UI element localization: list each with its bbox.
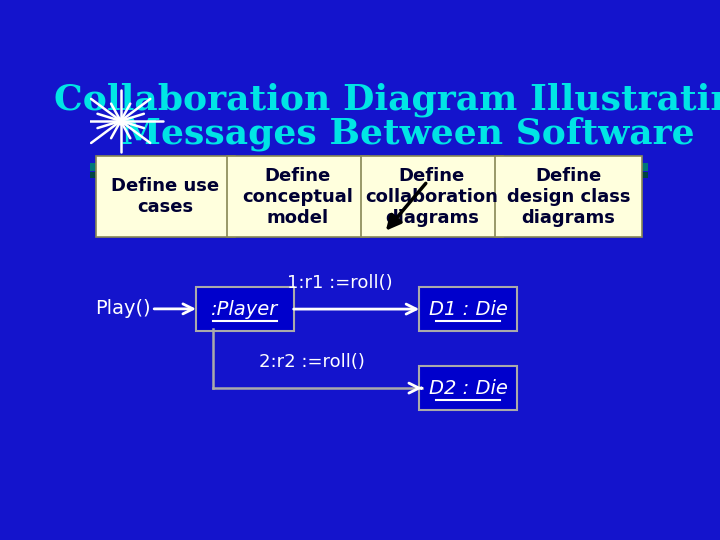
Text: Collaboration Diagram Illustrating: Collaboration Diagram Illustrating	[54, 83, 720, 117]
Text: Messages Between Software: Messages Between Software	[121, 116, 695, 151]
Text: Define use
cases: Define use cases	[112, 178, 220, 216]
FancyBboxPatch shape	[96, 156, 235, 238]
Text: Define
design class
diagrams: Define design class diagrams	[507, 167, 630, 227]
Bar	[90, 172, 648, 178]
Bar	[90, 163, 648, 171]
FancyBboxPatch shape	[196, 287, 294, 331]
Text: 1:r1 :=roll(): 1:r1 :=roll()	[287, 274, 392, 293]
FancyBboxPatch shape	[419, 366, 517, 410]
Text: Define
conceptual
model: Define conceptual model	[243, 167, 354, 227]
Text: D2 : Die: D2 : Die	[428, 379, 508, 397]
FancyBboxPatch shape	[361, 156, 503, 238]
FancyBboxPatch shape	[227, 156, 369, 238]
Text: Play(): Play()	[96, 299, 151, 319]
Text: 2:r2 :=roll(): 2:r2 :=roll()	[258, 354, 364, 372]
FancyBboxPatch shape	[495, 156, 642, 238]
Text: :Player: :Player	[211, 300, 279, 319]
FancyBboxPatch shape	[419, 287, 517, 331]
Text: Define
collaboration
diagrams: Define collaboration diagrams	[365, 167, 498, 227]
Text: D1 : Die: D1 : Die	[428, 300, 508, 319]
